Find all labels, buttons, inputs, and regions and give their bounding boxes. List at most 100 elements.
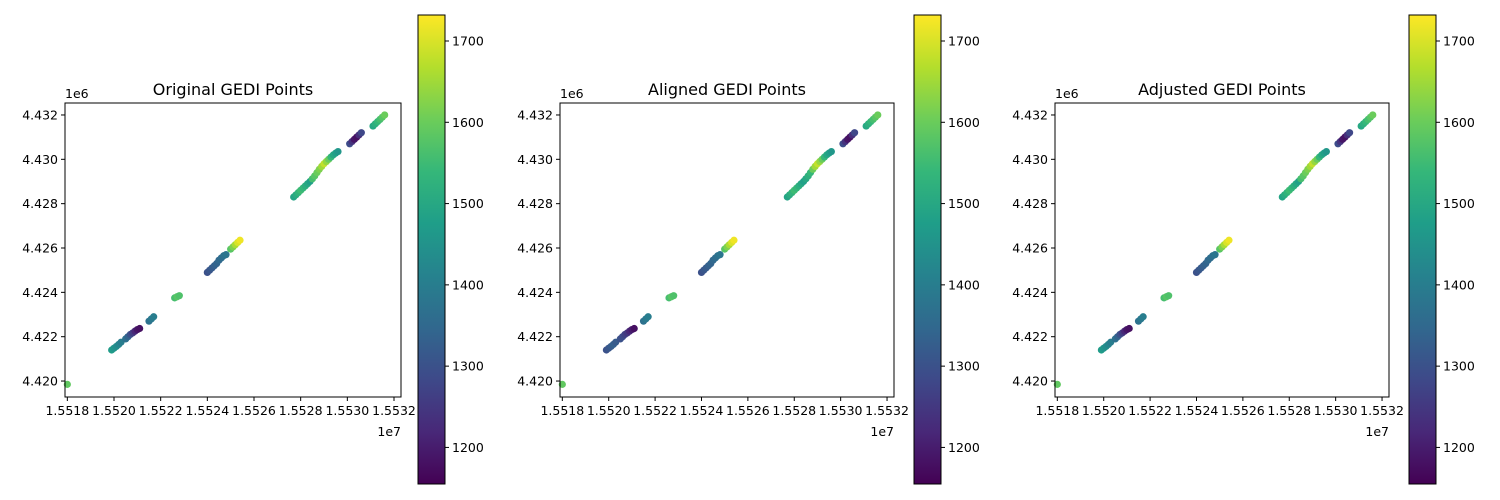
y-tick-label: 4.432 <box>517 107 553 122</box>
axes-frame <box>64 102 402 398</box>
y-tick-label: 4.426 <box>22 241 58 256</box>
x-tick-label: 1.5524 <box>185 403 229 418</box>
colorbar-tick-label: 1400 <box>948 277 980 292</box>
x-tick-label: 1.5532 <box>865 403 909 418</box>
x-offset-label: 1e7 <box>870 424 894 439</box>
scatter-point <box>236 236 244 244</box>
scatter-point <box>730 236 738 244</box>
scatter-point <box>1225 236 1233 244</box>
scatter-point <box>1125 324 1133 333</box>
colorbar-tick-label: 1500 <box>948 196 980 211</box>
scatter-point <box>175 292 183 300</box>
y-offset-label: 1e6 <box>65 86 89 101</box>
y-tick-label: 4.430 <box>22 152 58 167</box>
scatter-point <box>558 380 566 388</box>
y-tick-label: 4.424 <box>22 285 58 300</box>
colorbar-tick-label: 1200 <box>948 440 980 455</box>
scatter-point <box>874 111 882 119</box>
scatter-point <box>357 129 365 137</box>
x-tick-label: 1.5528 <box>279 403 323 418</box>
chart-title: Aligned GEDI Points <box>648 80 806 99</box>
scatter-points <box>1053 111 1377 388</box>
chart-title: Original GEDI Points <box>153 80 313 99</box>
y-tick-label: 4.422 <box>1012 329 1048 344</box>
colorbar-tick-label: 1300 <box>452 359 484 374</box>
y-tick-label: 4.428 <box>22 196 58 211</box>
colorbar-tick-label: 1600 <box>1443 115 1475 130</box>
scatter-points <box>63 111 389 388</box>
y-tick-label: 4.422 <box>517 329 553 344</box>
scatter-point <box>1139 313 1147 321</box>
x-tick-label: 1.5524 <box>1175 403 1219 418</box>
y-tick-label: 4.428 <box>517 196 553 211</box>
scatter-point <box>670 292 678 300</box>
x-tick-label: 1.5528 <box>1267 403 1311 418</box>
x-tick-label: 1.5522 <box>139 403 183 418</box>
scatter-point <box>381 111 389 119</box>
colorbar-tick-label: 1500 <box>1443 196 1475 211</box>
x-tick-label: 1.5526 <box>726 403 770 418</box>
scatter-point <box>63 380 71 388</box>
colorbar-tick-label: 1300 <box>1443 359 1475 374</box>
x-tick-label: 1.5528 <box>772 403 816 418</box>
y-tick-label: 4.424 <box>517 285 553 300</box>
x-tick-label: 1.5518 <box>540 403 584 418</box>
x-offset-label: 1e7 <box>377 424 401 439</box>
colorbar-tick-label: 1400 <box>1443 277 1475 292</box>
y-tick-label: 4.422 <box>22 329 58 344</box>
x-tick-label: 1.5530 <box>325 403 369 418</box>
x-tick-label: 1.5524 <box>680 403 724 418</box>
y-tick-label: 4.430 <box>1012 152 1048 167</box>
scatter-point <box>1345 129 1354 137</box>
scatter-point <box>1165 292 1173 300</box>
scatter-point <box>222 251 230 259</box>
scatter-point <box>1211 251 1219 259</box>
scatter-point <box>716 251 724 259</box>
x-tick-label: 1.5530 <box>1314 403 1358 418</box>
x-tick-label: 1.5526 <box>232 403 276 418</box>
x-tick-label: 1.5520 <box>1082 403 1126 418</box>
scatter-point <box>1053 380 1061 388</box>
y-tick-label: 4.420 <box>517 374 553 389</box>
scatter-point <box>850 129 859 137</box>
scatter-point <box>334 147 342 156</box>
axes-frame <box>1054 102 1390 398</box>
colorbar-tick-label: 1600 <box>452 115 484 130</box>
colorbar-tick-label: 1600 <box>948 115 980 130</box>
y-tick-label: 4.430 <box>517 152 553 167</box>
colorbar-tick-label: 1700 <box>1443 34 1475 49</box>
y-tick-label: 4.424 <box>1012 285 1048 300</box>
axes-frame <box>559 102 895 398</box>
x-tick-label: 1.5518 <box>1035 403 1079 418</box>
x-tick-label: 1.5532 <box>372 403 416 418</box>
colorbar-tick-label: 1400 <box>452 277 484 292</box>
x-offset-label: 1e7 <box>1365 424 1389 439</box>
colorbar-tick-label: 1200 <box>1443 440 1475 455</box>
chart-title: Adjusted GEDI Points <box>1138 80 1306 99</box>
y-tick-label: 4.420 <box>1012 374 1048 389</box>
colorbar-tick-label: 1300 <box>948 359 980 374</box>
y-offset-label: 1e6 <box>560 86 584 101</box>
scatter-point <box>150 313 158 321</box>
x-tick-label: 1.5530 <box>819 403 863 418</box>
scatter-point <box>1369 111 1377 119</box>
colorbar <box>417 14 446 485</box>
scatter-point <box>827 147 835 156</box>
scatter-point <box>136 324 144 333</box>
colorbar <box>1408 14 1437 485</box>
x-tick-label: 1.5526 <box>1221 403 1265 418</box>
x-tick-label: 1.5522 <box>1128 403 1172 418</box>
x-tick-label: 1.5518 <box>45 403 89 418</box>
y-tick-label: 4.432 <box>22 107 58 122</box>
y-tick-label: 4.426 <box>517 241 553 256</box>
colorbar <box>913 14 942 485</box>
colorbar-tick-label: 1200 <box>452 440 484 455</box>
x-tick-label: 1.5532 <box>1360 403 1404 418</box>
x-tick-label: 1.5520 <box>92 403 136 418</box>
scatter-point <box>1322 147 1330 156</box>
y-offset-label: 1e6 <box>1055 86 1079 101</box>
colorbar-tick-label: 1700 <box>948 34 980 49</box>
